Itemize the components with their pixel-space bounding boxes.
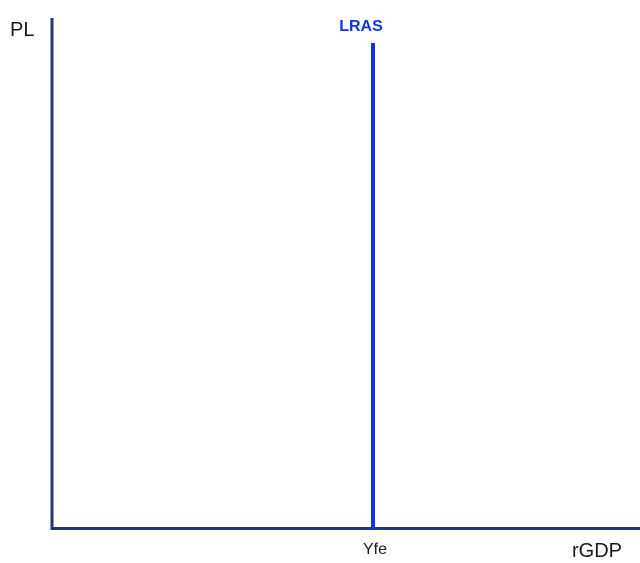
full-employment-output-label: Yfe xyxy=(363,541,387,558)
x-axis-label: rGDP xyxy=(572,540,622,562)
y-axis-label: PL xyxy=(10,19,34,41)
lras-curve-label: LRAS xyxy=(339,18,383,35)
